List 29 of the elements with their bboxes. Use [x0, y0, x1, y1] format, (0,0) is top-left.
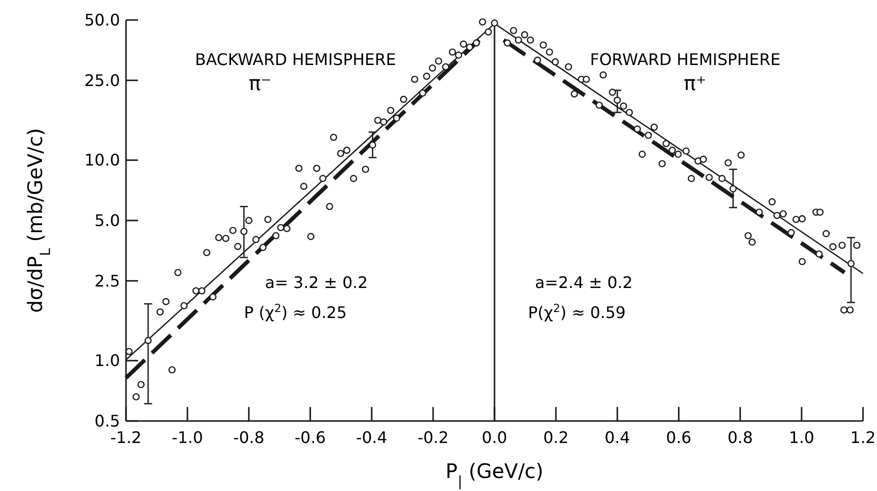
- annotation: π⁻: [248, 71, 272, 95]
- y-tick-label: 50.0: [84, 10, 120, 30]
- x-tick-label: 0.2: [543, 428, 569, 447]
- annotation: P (χ$^{2}$) ≈ 0.25: [244, 302, 347, 322]
- x-tick-label: -1.2: [110, 428, 142, 447]
- annotation: a=2.4 ± 0.2: [535, 273, 633, 292]
- annotation: π⁺: [684, 71, 706, 95]
- annotation: P(χ$^{2}$) ≈ 0.59: [528, 302, 626, 322]
- y-tick-label: 10.0: [84, 150, 120, 170]
- x-tick-label: -1.0: [172, 428, 204, 447]
- x-axis-title: P$_{|}$ (GeV/c): [446, 459, 544, 490]
- annotation: BACKWARD HEMISPHERE: [195, 50, 396, 69]
- y-tick-label: 0.5: [94, 412, 120, 431]
- y-tick-label: 2.5: [94, 271, 120, 290]
- x-tick-label: -0.4: [356, 428, 388, 447]
- x-tick-label: -0.6: [294, 428, 326, 447]
- x-tick-label: 0.6: [666, 428, 692, 447]
- annotation: FORWARD HEMISPHERE: [590, 50, 781, 69]
- y-tick-label: 1.0: [94, 351, 120, 370]
- x-tick-label: 0.8: [727, 428, 753, 447]
- y-tick-label: 5.0: [94, 211, 120, 230]
- y-tick-label: 25.0: [84, 70, 120, 90]
- x-tick-label: 1.2: [850, 428, 876, 447]
- x-tick-label: -0.2: [417, 428, 449, 447]
- annotation: a= 3.2 ± 0.2: [265, 273, 368, 292]
- x-tick-label: -0.8: [233, 428, 264, 447]
- x-tick-label: 0.0: [482, 428, 508, 447]
- x-tick-label: 1.0: [788, 428, 814, 447]
- x-tick-label: 0.4: [604, 428, 630, 447]
